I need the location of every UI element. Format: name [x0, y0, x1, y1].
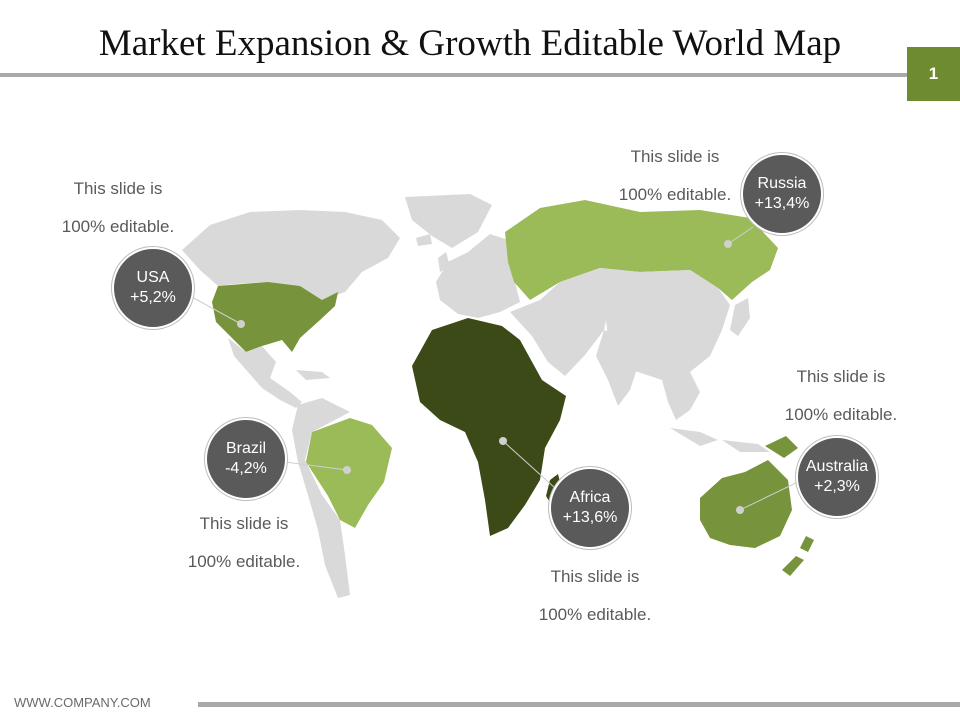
middle-east	[510, 268, 610, 376]
usa-region	[212, 282, 338, 352]
note-line: This slide is	[550, 567, 640, 586]
region-name: Russia	[757, 175, 807, 192]
note-line: 100% editable.	[784, 405, 898, 424]
region-value: +13,4%	[754, 195, 810, 212]
russia-connector	[727, 226, 754, 245]
japan	[730, 298, 750, 336]
new-zealand	[782, 536, 814, 576]
page-number-badge: 1	[907, 47, 960, 101]
region-name: Brazil	[225, 440, 266, 457]
russia-region	[505, 200, 778, 300]
africa-marker	[499, 437, 507, 445]
australia-connector	[739, 480, 801, 511]
greenland	[405, 194, 492, 248]
note-right: This slide is 100% editable.	[751, 358, 931, 434]
note-line: 100% editable.	[618, 185, 732, 204]
note-line: This slide is	[199, 514, 289, 533]
region-value: +13,6%	[562, 509, 618, 526]
caribbean	[296, 370, 330, 380]
note-line: This slide is	[630, 147, 720, 166]
note-top-right: This slide is 100% editable.	[585, 138, 765, 214]
footer-divider	[198, 702, 960, 707]
australia-region	[700, 460, 792, 548]
europe	[436, 234, 520, 318]
usa-marker	[237, 320, 245, 328]
australia-marker	[736, 506, 744, 514]
uk-iceland	[416, 234, 450, 272]
note-line: 100% editable.	[61, 217, 175, 236]
africa-region	[412, 318, 566, 536]
southeast-asia	[662, 372, 700, 420]
region-name: Australia	[805, 458, 869, 475]
brazil-bubble[interactable]: Brazil -4,2%	[205, 418, 287, 500]
usa-bubble[interactable]: USA +5,2%	[112, 247, 194, 329]
note-line: 100% editable.	[538, 605, 652, 624]
region-value: +2,3%	[814, 478, 860, 495]
title-divider	[0, 73, 960, 77]
region-value: -4,2%	[225, 460, 267, 477]
note-bottom-center: This slide is 100% editable.	[505, 558, 685, 634]
australia-bubble[interactable]: Australia +2,3%	[796, 436, 878, 518]
slide-title: Market Expansion & Growth Editable World…	[98, 23, 842, 64]
russia-bubble[interactable]: Russia +13,4%	[741, 153, 823, 235]
brazil-connector	[284, 461, 348, 471]
note-line: This slide is	[796, 367, 886, 386]
south-america	[292, 398, 350, 598]
footer-url: WWW.COMPANY.COM	[14, 695, 151, 710]
mexico-central-america	[228, 338, 302, 408]
note-bottom-left: This slide is 100% editable.	[154, 505, 334, 581]
note-top-left: This slide is 100% editable.	[28, 170, 208, 246]
note-line: This slide is	[73, 179, 163, 198]
new-guinea	[765, 436, 798, 458]
africa-connector	[502, 440, 556, 489]
usa-connector	[189, 295, 242, 325]
india	[596, 330, 640, 406]
region-name: Africa	[569, 489, 611, 506]
region-value: +5,2%	[130, 289, 176, 306]
russia-marker	[724, 240, 732, 248]
indonesia	[670, 428, 770, 452]
region-name: USA	[136, 269, 170, 286]
brazil-marker	[343, 466, 351, 474]
canada-alaska	[182, 210, 400, 300]
note-line: 100% editable.	[187, 552, 301, 571]
africa-bubble[interactable]: Africa +13,6%	[549, 467, 631, 549]
